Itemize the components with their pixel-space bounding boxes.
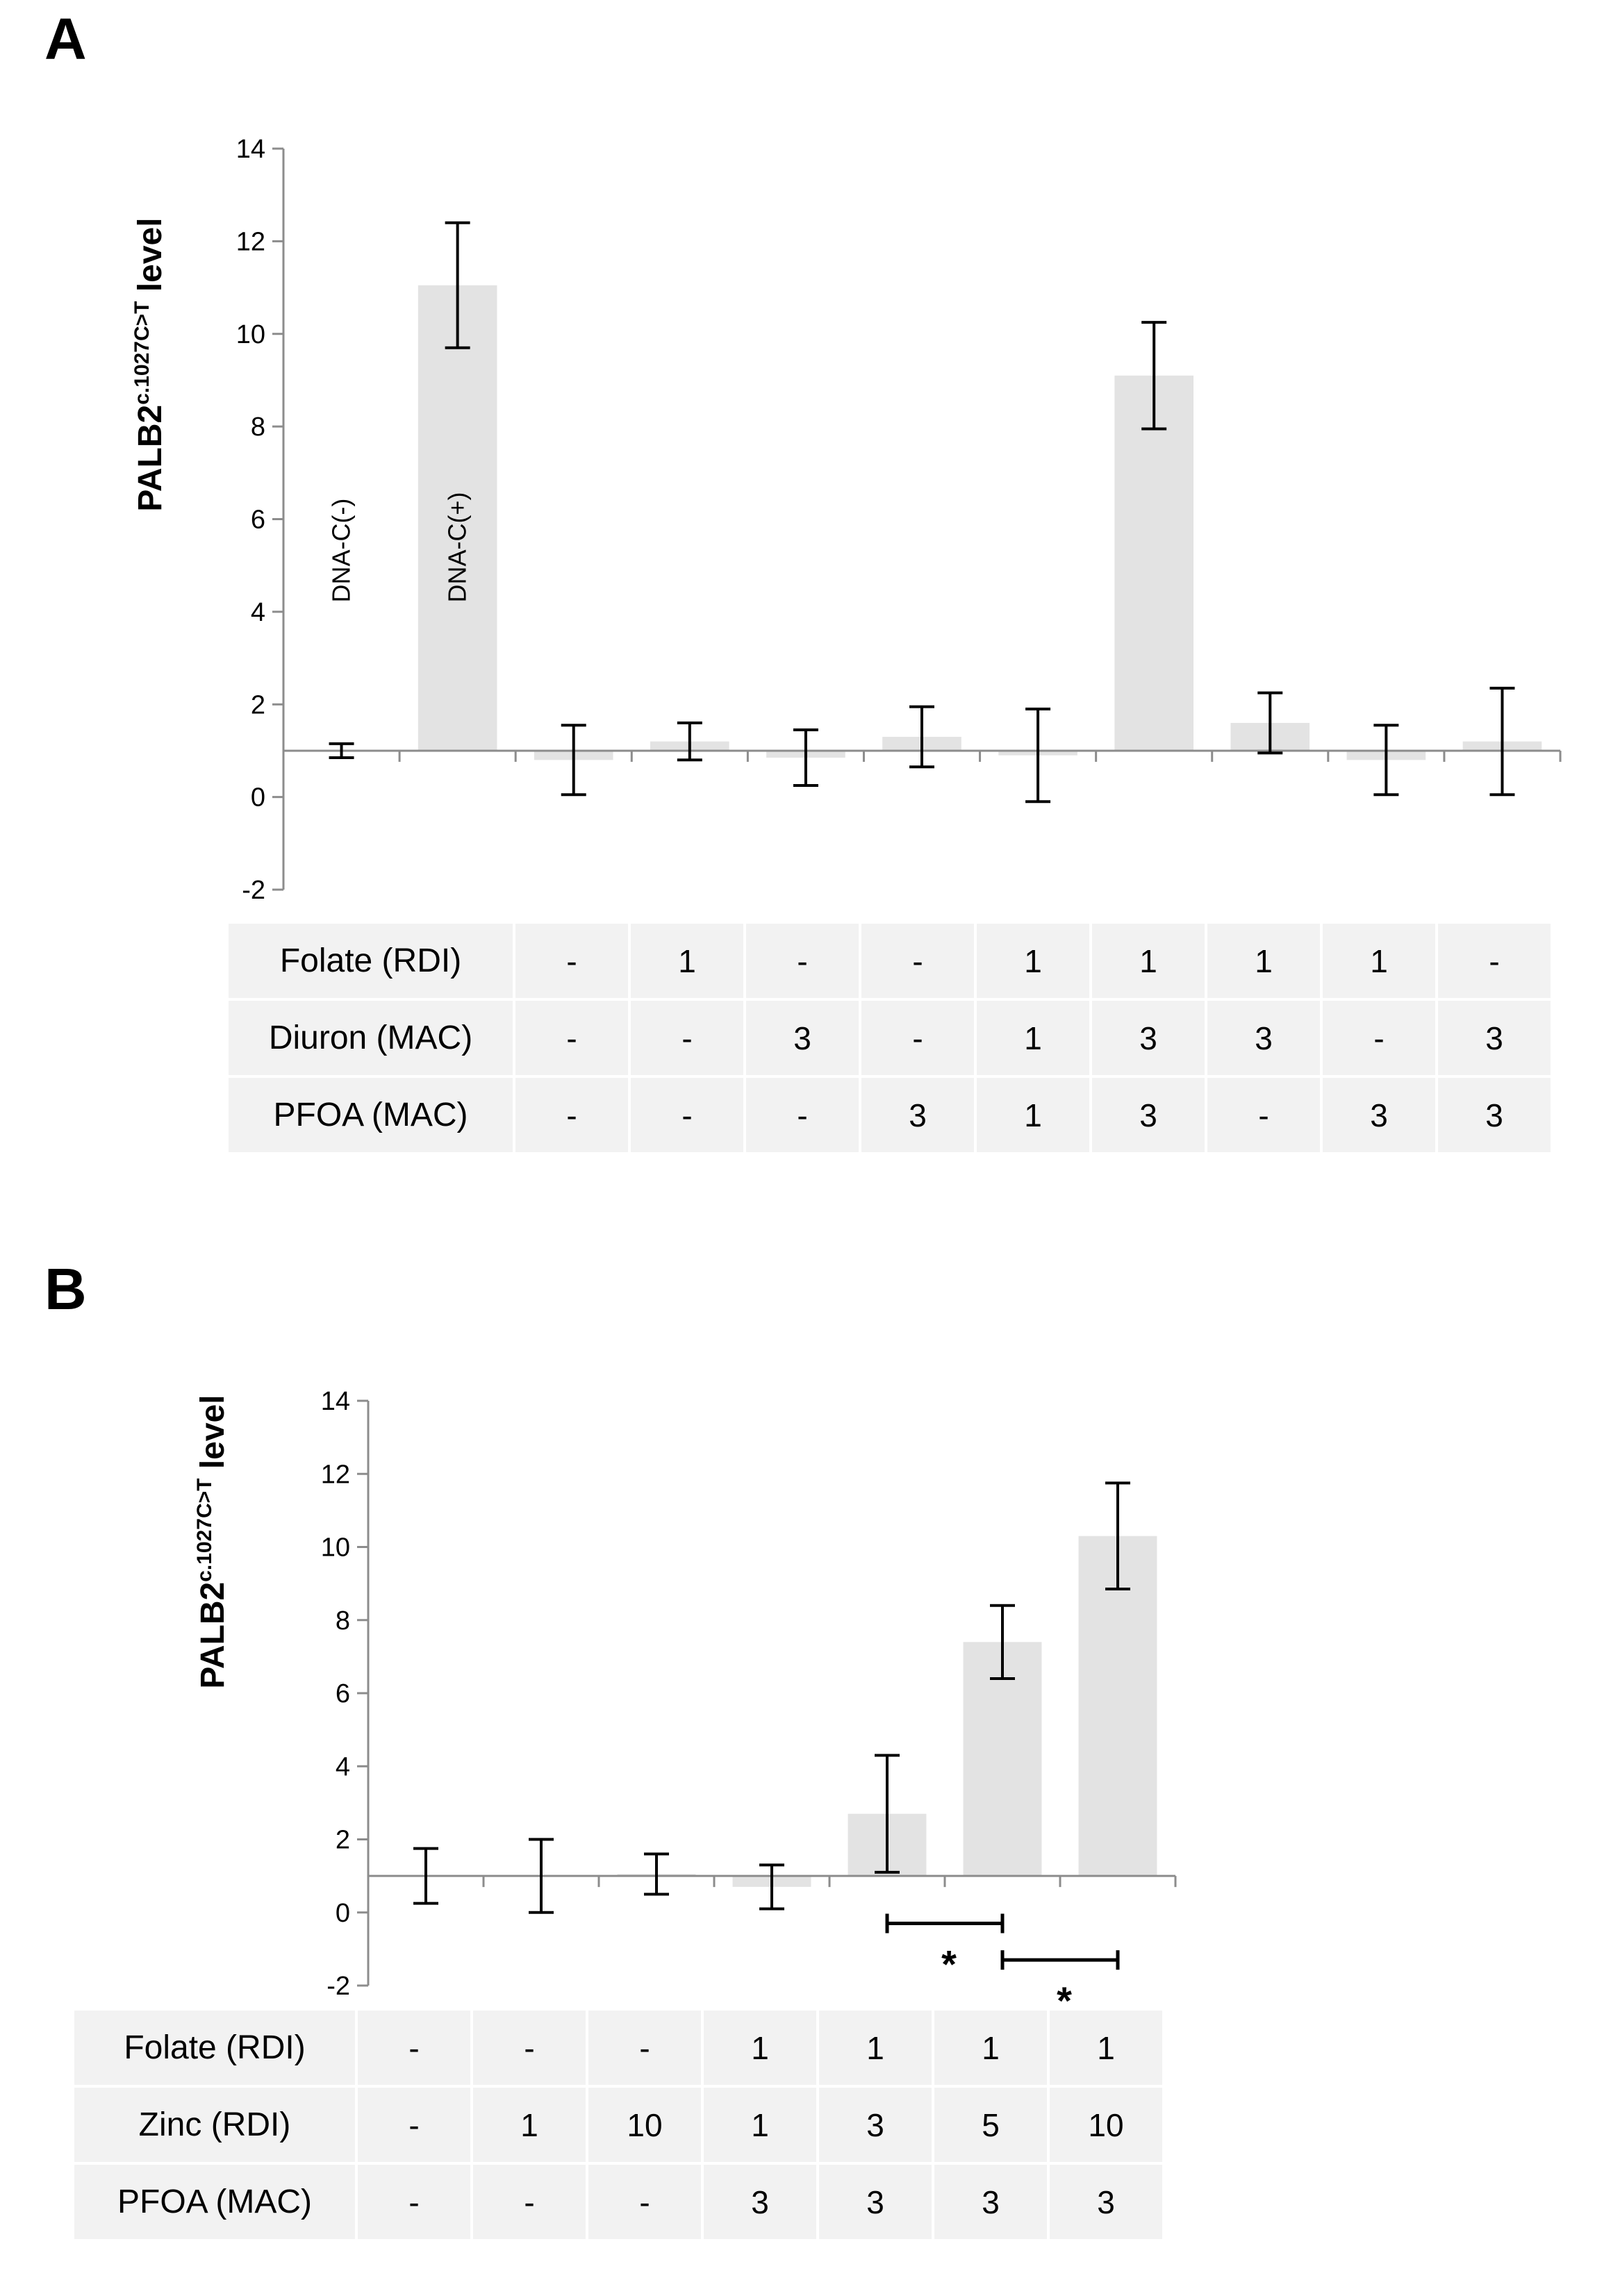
condition-table-b: Folate (RDI) - - -1 1 1 1 Zinc (RDI) -1 10 1 3 5 10 PF… <box>72 2008 1165 2242</box>
table-b-row: PFOA (MAC) - - -3 3 3 3 <box>74 2165 1162 2239</box>
table-a-cell: 3 <box>746 1001 859 1075</box>
table-a-row: Diuron (MAC) - -3-1 3 3-3 <box>229 1001 1551 1075</box>
chart-b-y-tick-label: 10 <box>321 1533 350 1563</box>
chart-b-y-tick-label: 12 <box>321 1460 350 1489</box>
chart-a-bar <box>1114 375 1193 751</box>
table-b-row: Zinc (RDI) -1 10 1 3 5 10 <box>74 2088 1162 2162</box>
table-b-cell: 1 <box>819 2011 932 2085</box>
table-b-cell: 10 <box>588 2088 701 2162</box>
table-a-cell: 1 <box>1207 924 1320 998</box>
chart-b-bar <box>963 1642 1042 1877</box>
table-a-row-label: Folate (RDI) <box>229 924 513 998</box>
table-b-cell: - <box>588 2011 701 2085</box>
table-b-cell: - <box>473 2011 586 2085</box>
chart-b: -2 0 2 4 6 8 10 12 14 * * PALB2c.1027C>T level <box>193 1387 1177 2014</box>
table-a-cell: 1 <box>631 924 743 998</box>
table-b-row-label: PFOA (MAC) <box>74 2165 355 2239</box>
table-a-cell: - <box>746 924 859 998</box>
chart-a-y-tick-label: 8 <box>251 413 265 442</box>
chart-a-y-tick-label: 10 <box>236 320 265 349</box>
table-a-cell: 3 <box>1092 1078 1205 1152</box>
table-a-cell: 1 <box>1092 924 1205 998</box>
table-b-cell: - <box>358 2011 470 2085</box>
table-b-cell: - <box>358 2088 470 2162</box>
condition-table-a: Folate (RDI) -1- -1 1 1 1- Diuron (MAC) - -3-1 3 3… <box>226 921 1553 1155</box>
chart-a-y-tick-label: 4 <box>251 598 265 627</box>
chart-b-y-tick-label: 6 <box>336 1679 350 1708</box>
table-b-row-label: Zinc (RDI) <box>74 2088 355 2162</box>
table-a-cell: 1 <box>1323 924 1435 998</box>
table-b-cell: 10 <box>1050 2088 1162 2162</box>
table-a-cell: 3 <box>1438 1078 1551 1152</box>
table-a-cell: 3 <box>1438 1001 1551 1075</box>
table-a-cell: 1 <box>977 1078 1089 1152</box>
panel-a-letter: A <box>44 6 87 72</box>
chart-b-y-tick-label: 0 <box>336 1899 350 1928</box>
table-a-cell: 3 <box>1092 1001 1205 1075</box>
table-b-row-label: Folate (RDI) <box>74 2011 355 2085</box>
chart-b-y-tick-label: 4 <box>336 1752 350 1781</box>
table-a-cell: 1 <box>977 1001 1089 1075</box>
table-b-cell: 3 <box>1050 2165 1162 2239</box>
table-a-row-label: Diuron (MAC) <box>229 1001 513 1075</box>
chart-a-bar <box>418 285 497 751</box>
chart-b-y-axis-label: PALB2c.1027C>T level <box>193 1395 231 1688</box>
chart-a: -2 0 2 4 6 8 10 12 14 DNA-C(-) DNA-C(+) PALB2c.1027… <box>131 135 1562 905</box>
table-a-cell: - <box>631 1078 743 1152</box>
table-a-cell: - <box>1438 924 1551 998</box>
table-b-cell: 1 <box>473 2088 586 2162</box>
chart-a-y-tick-label: 6 <box>251 506 265 535</box>
table-a-cell: - <box>515 1078 628 1152</box>
chart-b-y-tick-label: 14 <box>321 1387 350 1416</box>
chart-b-sig-star: * <box>941 1943 957 1986</box>
table-b-cell: 1 <box>704 2088 816 2162</box>
chart-b-y-tick-label: 2 <box>336 1826 350 1855</box>
table-a-cell: - <box>861 1001 974 1075</box>
chart-a-bar-label: DNA-C(+) <box>443 492 472 603</box>
chart-a-y-tick-label: 0 <box>251 783 265 813</box>
chart-a-y-tick-label: 14 <box>236 135 265 164</box>
table-a-row: Folate (RDI) -1- -1 1 1 1- <box>229 924 1551 998</box>
table-b-row: Folate (RDI) - - -1 1 1 1 <box>74 2011 1162 2085</box>
table-b-cell: 1 <box>934 2011 1047 2085</box>
table-b-cell: 1 <box>704 2011 816 2085</box>
table-a-cell: 3 <box>861 1078 974 1152</box>
table-b-cell: - <box>473 2165 586 2239</box>
table-a-cell: - <box>746 1078 859 1152</box>
table-b-cell: 3 <box>819 2088 932 2162</box>
chart-a-y-axis-label: PALB2c.1027C>T level <box>131 217 169 511</box>
chart-b-y-tick-label: 8 <box>336 1606 350 1636</box>
table-a-cell: - <box>1207 1078 1320 1152</box>
table-a-cell: - <box>515 924 628 998</box>
chart-b-sig-star: * <box>1057 1979 1072 2014</box>
chart-a-bar-label: DNA-C(-) <box>327 499 356 603</box>
table-b-cell: 5 <box>934 2088 1047 2162</box>
table-b-cell: 3 <box>819 2165 932 2239</box>
chart-a-y-tick-label: 12 <box>236 227 265 256</box>
table-a-cell: - <box>861 924 974 998</box>
chart-a-y-tick-label: 2 <box>251 690 265 719</box>
table-a-row-label: PFOA (MAC) <box>229 1078 513 1152</box>
table-a-cell: - <box>1323 1001 1435 1075</box>
table-b-cell: - <box>588 2165 701 2239</box>
table-a-cell: 1 <box>977 924 1089 998</box>
chart-a-y-tick-label: -2 <box>242 876 265 905</box>
table-b-cell: 3 <box>934 2165 1047 2239</box>
table-a-cell: - <box>631 1001 743 1075</box>
table-a-cell: 3 <box>1323 1078 1435 1152</box>
chart-b-y-tick-label: -2 <box>327 1972 350 2001</box>
table-a-row: PFOA (MAC) - - -3 1 3-3 3 <box>229 1078 1551 1152</box>
chart-b-bar <box>1078 1536 1157 1877</box>
table-a-cell: 3 <box>1207 1001 1320 1075</box>
panel-b-letter: B <box>44 1256 87 1322</box>
table-b-cell: 3 <box>704 2165 816 2239</box>
table-b-cell: - <box>358 2165 470 2239</box>
table-b-cell: 1 <box>1050 2011 1162 2085</box>
table-a-cell: - <box>515 1001 628 1075</box>
